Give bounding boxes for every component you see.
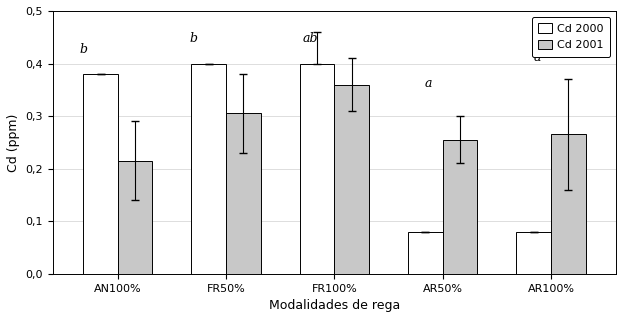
Text: a: a bbox=[533, 50, 541, 63]
Bar bbox=[551, 135, 586, 274]
Legend: Cd 2000, Cd 2001: Cd 2000, Cd 2001 bbox=[532, 17, 611, 57]
Y-axis label: Cd (ppm): Cd (ppm) bbox=[7, 113, 20, 172]
Bar bbox=[443, 140, 477, 274]
Bar bbox=[408, 232, 443, 274]
Bar bbox=[83, 74, 118, 274]
Text: b: b bbox=[79, 43, 87, 56]
Bar bbox=[226, 114, 261, 274]
Text: a: a bbox=[425, 77, 432, 90]
Text: ab: ab bbox=[303, 32, 318, 45]
Bar bbox=[335, 85, 369, 274]
X-axis label: Modalidades de rega: Modalidades de rega bbox=[269, 299, 400, 312]
Bar bbox=[516, 232, 551, 274]
Bar bbox=[191, 63, 226, 274]
Bar bbox=[118, 161, 153, 274]
Text: b: b bbox=[189, 32, 197, 45]
Bar bbox=[300, 63, 335, 274]
